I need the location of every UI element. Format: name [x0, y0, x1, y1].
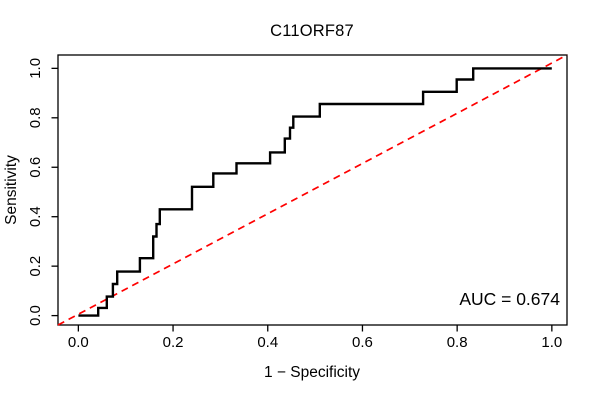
y-tick-label: 1.0 — [27, 58, 44, 79]
x-tick-label: 0.2 — [163, 334, 184, 351]
x-tick-label: 0.8 — [447, 334, 468, 351]
y-axis-label: Sensitivity — [3, 155, 20, 225]
chance-diagonal-line — [57, 54, 568, 326]
plot-box — [57, 54, 568, 326]
y-tick-label: 0.4 — [27, 206, 44, 227]
x-tick-label: 1.0 — [541, 334, 562, 351]
y-tick-label: 0.6 — [27, 157, 44, 178]
chart-title: C11ORF87 — [270, 22, 354, 40]
y-tick-label: 0.0 — [27, 305, 44, 326]
x-tick-label: 0.4 — [257, 334, 278, 351]
y-tick-label: 0.2 — [27, 256, 44, 277]
y-tick-label: 0.8 — [27, 107, 44, 128]
x-tick-label: 0.6 — [352, 334, 373, 351]
x-axis-label: 1 − Specificity — [264, 364, 360, 381]
chart-geometry: 0.0 0.2 0.4 0.6 0.8 1.0 0.0 0.2 0.4 0.6 0.8 1.0 — [27, 54, 568, 351]
roc-curve — [78, 67, 552, 317]
auc-annotation: AUC = 0.674 — [459, 289, 560, 309]
x-tick-label: 0.0 — [68, 334, 89, 351]
